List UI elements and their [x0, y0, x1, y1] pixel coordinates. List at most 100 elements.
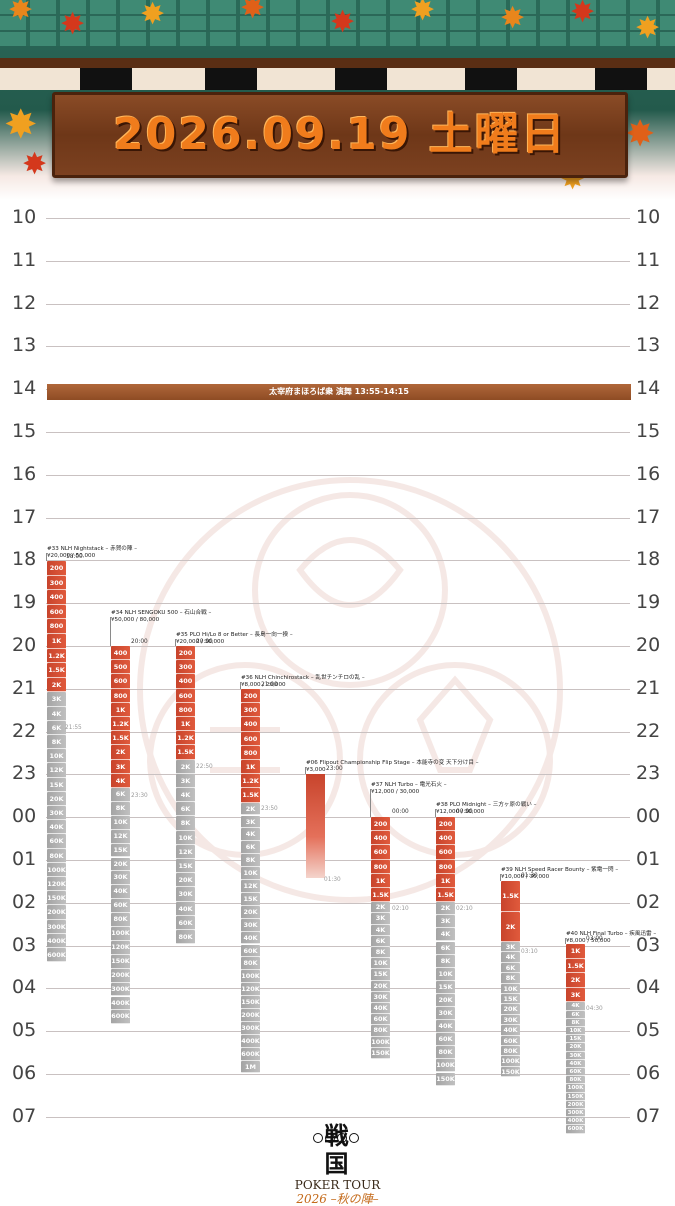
blind-level-late: 60K — [176, 915, 195, 930]
blind-level-late: 100K — [111, 927, 130, 941]
poker-tour-logo: 戦国 POKER TOUR 2026 –秋の陣– — [280, 1122, 395, 1206]
blind-level: 500 — [111, 660, 130, 675]
hour-line — [46, 988, 630, 990]
hour-label-left: 22 — [12, 719, 37, 742]
blind-level-late: 3K — [241, 815, 260, 829]
blind-level: 400 — [47, 590, 66, 605]
blind-level-late: 30K — [501, 1014, 520, 1026]
event-title: #37 NLH Turbo – 電光石火 – — [371, 782, 447, 788]
blind-level-late: 10K — [501, 983, 520, 994]
hour-label-left: 05 — [12, 1019, 37, 1042]
hour-line — [46, 260, 630, 262]
blind-level: 1K — [241, 760, 260, 775]
blind-level-late: 20K — [436, 993, 455, 1007]
hour-line — [46, 346, 630, 348]
performance-bar: 太宰府まほろば衆 演舞 13:55-14:15 — [47, 384, 631, 400]
blind-level-late: 60K — [371, 1014, 390, 1026]
blind-level-late: 15K — [371, 969, 390, 981]
hour-label-right: 03 — [636, 933, 661, 956]
blind-level: 400 — [176, 674, 195, 689]
hour-label-left: 18 — [12, 548, 37, 571]
hour-label-left: 11 — [12, 248, 37, 271]
blind-level-late: 20K — [47, 791, 66, 806]
hour-label-left: 19 — [12, 591, 37, 614]
blind-level-late: 120K — [241, 983, 260, 997]
blind-level-late: 150K — [371, 1047, 390, 1059]
blind-level-late: 10K — [371, 958, 390, 970]
event-connector — [500, 874, 501, 881]
maple-leaf-icon: ✸ — [4, 102, 38, 148]
blind-level-late: 80K — [111, 913, 130, 927]
blind-level-late: 40K — [566, 1059, 585, 1068]
blind-level-late: 60K — [566, 1068, 585, 1077]
blind-level-late: 80K — [176, 930, 195, 945]
blind-level: 1K — [371, 873, 390, 888]
blind-level-late: 4K — [241, 828, 260, 842]
blind-level: 1K — [176, 717, 195, 732]
start-time: 20:00 — [196, 639, 213, 645]
blind-level: 1.2K — [47, 648, 66, 664]
blind-level-late: 8K — [241, 854, 260, 868]
blind-level-late: 15K — [111, 843, 130, 858]
blind-level-late: 2K — [436, 902, 455, 916]
blind-level: 600 — [111, 674, 130, 689]
blind-level-late: 150K — [241, 996, 260, 1009]
event-title: #34 NLH SENGOKU 500 – 石山合戦 – — [111, 610, 212, 616]
blind-level-late: 4K — [47, 706, 66, 721]
blind-level: 200 — [176, 646, 195, 661]
hour-label-right: 04 — [636, 976, 661, 999]
hour-line — [46, 603, 630, 605]
hour-label-right: 07 — [636, 1104, 661, 1127]
blind-level-late: 100K — [566, 1084, 585, 1093]
hour-line — [46, 432, 630, 433]
hour-line — [46, 1116, 630, 1118]
event-buyin: ¥10,000 / 30,000 — [501, 874, 550, 880]
blind-level-late: 30K — [111, 871, 130, 886]
blind-level-late: 300K — [566, 1109, 585, 1118]
blind-level: 1.5K — [436, 888, 455, 903]
blind-level: 300 — [176, 660, 195, 675]
event-title: #36 NLH Chinchirostack – 乱世チンチロの乱 – — [241, 675, 365, 681]
blind-level: 2K — [566, 973, 585, 988]
blind-level: 200 — [47, 561, 66, 576]
hour-label-left: 23 — [12, 762, 37, 785]
blind-level: 1.5K — [501, 881, 520, 912]
blind-level: 800 — [111, 688, 130, 703]
blind-level: 200 — [436, 817, 455, 832]
maple-leaf-icon: ✸ — [500, 1, 526, 36]
blind-level-late: 2K — [176, 759, 195, 774]
blind-level-late: 600K — [566, 1125, 585, 1134]
event-buyin: ¥12,000 / 30,000 — [371, 789, 420, 795]
event-title: #33 NLH Nightstack – 赤賀の陣 – — [47, 546, 138, 552]
blind-level-late: 80K — [47, 848, 66, 863]
blind-level-late: 6K — [436, 941, 455, 955]
blind-level-late: 40K — [241, 931, 260, 945]
blind-level: 200 — [371, 817, 390, 832]
hour-label-right: 18 — [636, 548, 661, 571]
blind-level-late: 400K — [566, 1117, 585, 1126]
blind-level: 800 — [176, 702, 195, 717]
start-time: 00:00 — [392, 809, 409, 815]
event-connector — [435, 809, 436, 817]
event-buyin: ¥12,000 / 30,000 — [436, 809, 485, 815]
blind-level-late: 60K — [436, 1033, 455, 1047]
blind-level-late: 150K — [47, 891, 66, 906]
blind-level: 300 — [47, 575, 66, 591]
blind-level-late: 6K — [111, 788, 130, 802]
roof-wall — [0, 68, 675, 90]
blind-level-late: 60K — [501, 1035, 520, 1046]
blind-level: 800 — [371, 859, 390, 874]
hour-label-left: 02 — [12, 890, 37, 913]
late-registration-time: 23:30 — [131, 793, 148, 799]
blind-level-late: 4K — [371, 924, 390, 936]
hour-line — [46, 1031, 630, 1033]
hour-label-right: 01 — [636, 848, 661, 870]
blind-level-late: 20K — [241, 905, 260, 919]
blind-level-late: 40K — [436, 1020, 455, 1034]
hour-label-left: 17 — [12, 505, 37, 528]
event-connector — [305, 767, 306, 774]
hour-label-right: 19 — [636, 591, 661, 614]
hour-label-left: 12 — [12, 291, 37, 314]
blind-level-late: 30K — [436, 1007, 455, 1021]
event-connector — [175, 639, 176, 646]
